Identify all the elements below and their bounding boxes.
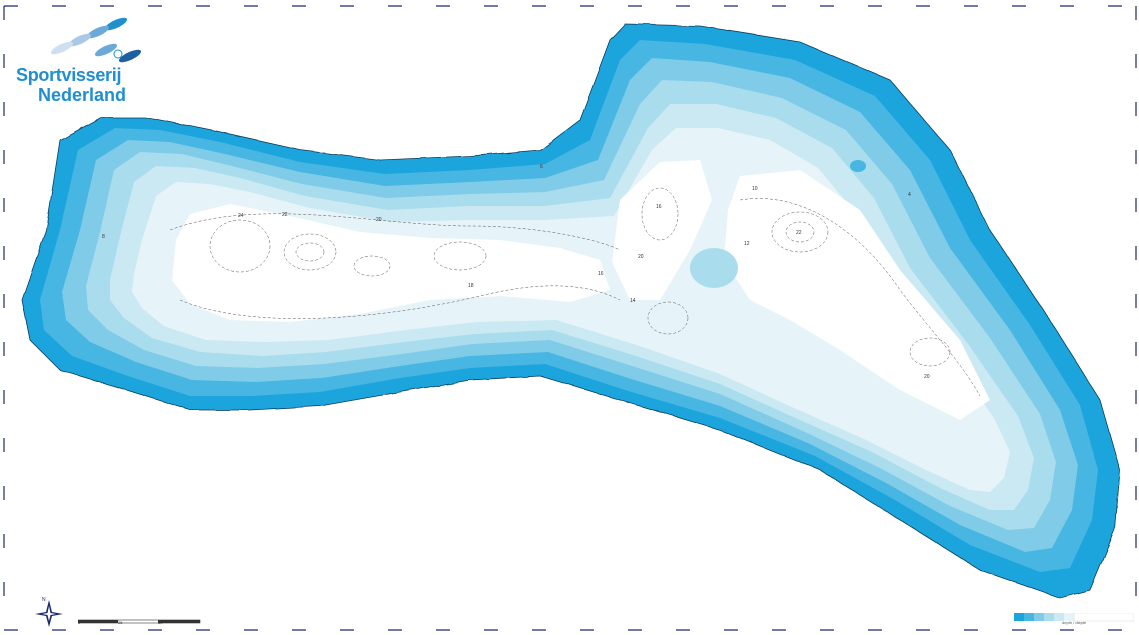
depth-label: 16 — [598, 271, 604, 277]
contour-lines — [169, 187, 981, 397]
scale-tick: 0 — [78, 620, 81, 625]
depth-label: 22 — [282, 212, 288, 218]
depth-legend: depth / diepte — [1014, 610, 1135, 628]
depth-label: 16 — [656, 204, 662, 210]
deep-basin-east — [724, 170, 990, 420]
logo-title: Sportvisserij — [16, 65, 122, 85]
depth-label: 24 — [238, 213, 244, 219]
scale-tick: 25 — [118, 620, 123, 625]
scale-tick: 50 — [158, 620, 163, 625]
depth-label: 22 — [796, 230, 802, 236]
depth-label: 12 — [744, 241, 750, 247]
frame-ticks — [3, 5, 1137, 631]
depth-label: 14 — [630, 298, 636, 304]
scale-bar-graphic — [77, 619, 201, 624]
deep-basin-center — [612, 160, 712, 300]
compass-north-label: N — [42, 597, 46, 603]
sportvisserij-logo: Sportvisserij Nederland — [6, 10, 156, 105]
legend-label: depth / diepte — [1062, 620, 1087, 625]
depth-label: 20 — [638, 254, 644, 260]
depth-label: 18 — [468, 283, 474, 289]
logo-fish-icon — [50, 17, 142, 63]
logo-subtitle: Nederland — [38, 85, 127, 105]
depth-gradient-legend — [1014, 612, 1135, 622]
depth-label: 4 — [908, 192, 911, 198]
deep-basin-west — [172, 204, 610, 322]
scale-bar: 0 25 50 — [77, 614, 202, 628]
shoal-east — [690, 248, 738, 288]
depth-label: 20 — [924, 374, 930, 380]
depth-label: 6 — [540, 164, 543, 170]
depth-label: 8 — [102, 234, 105, 240]
depth-label: 20 — [376, 217, 382, 223]
depth-label: 10 — [752, 186, 758, 192]
shoal-north — [850, 160, 866, 172]
compass-rose-icon: N — [35, 597, 63, 627]
depth-labels: 24 22 20 18 16 16 20 12 22 20 8 6 4 10 1… — [102, 164, 930, 380]
